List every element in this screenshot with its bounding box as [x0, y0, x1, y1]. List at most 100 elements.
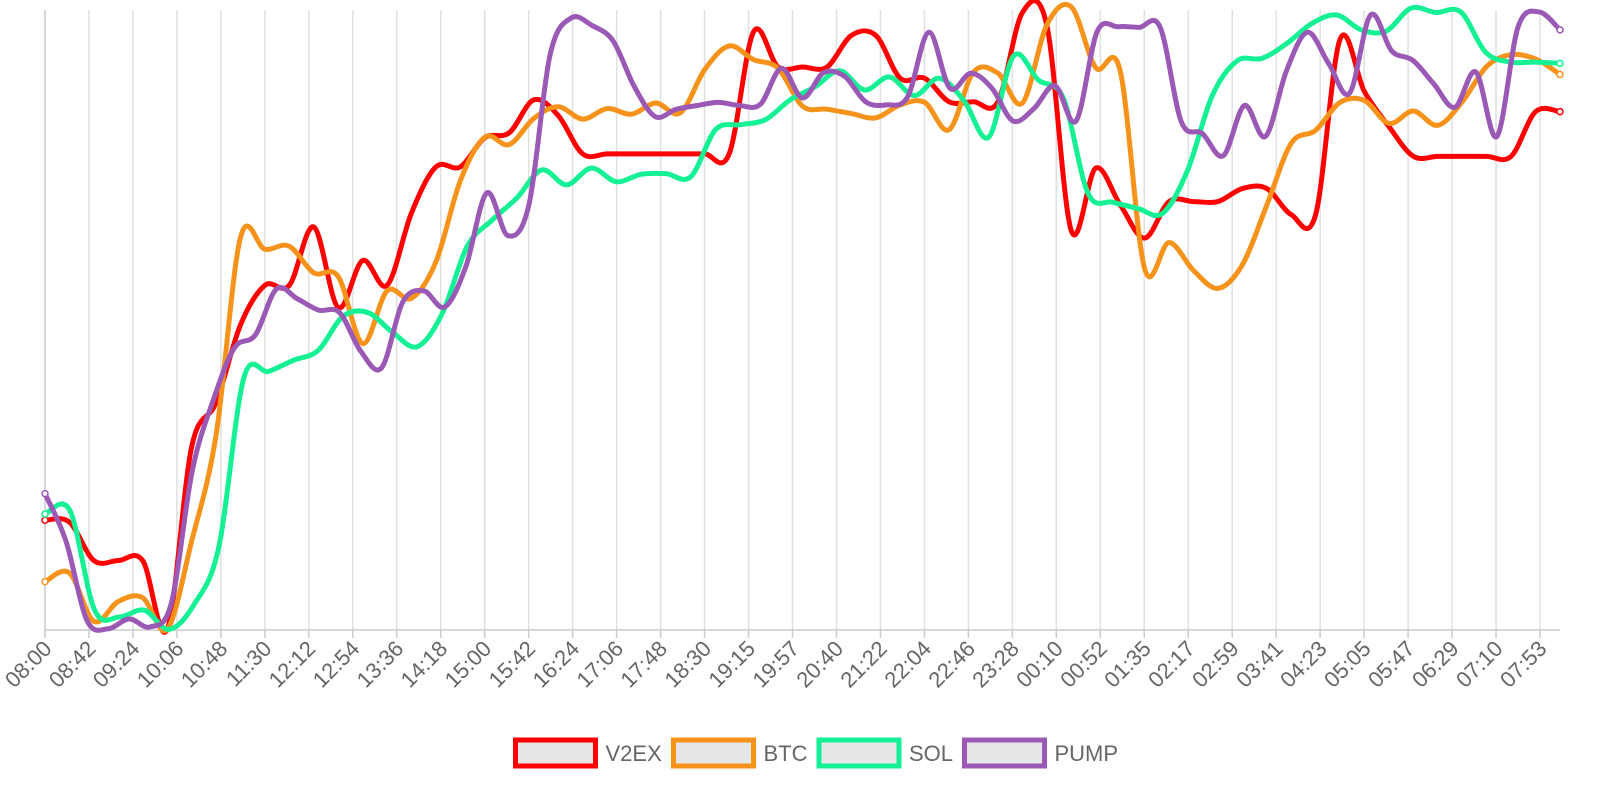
data-point-sol[interactable] [912, 93, 917, 98]
data-point-v2ex[interactable] [1191, 199, 1196, 204]
data-point-v2ex[interactable] [555, 113, 561, 118]
data-point-btc[interactable] [360, 341, 365, 346]
data-point-v2ex[interactable] [1435, 154, 1441, 159]
data-point-v2ex[interactable] [458, 164, 463, 170]
data-point-pump[interactable] [526, 202, 532, 207]
data-point-pump[interactable] [105, 626, 111, 632]
data-point-pump[interactable] [190, 468, 195, 473]
data-point-btc[interactable] [800, 103, 805, 109]
data-point-v2ex[interactable] [409, 210, 414, 215]
data-point-pump[interactable] [169, 601, 174, 606]
data-point-v2ex[interactable] [311, 224, 317, 230]
data-point-v2ex[interactable] [1411, 154, 1416, 159]
data-point-v2ex[interactable] [531, 97, 536, 103]
legend-item-v2ex[interactable]: V2EX [513, 737, 663, 769]
data-point-pump[interactable] [463, 264, 469, 269]
data-point-sol[interactable] [1483, 49, 1488, 55]
data-point-pump[interactable] [63, 539, 69, 544]
data-point-pump[interactable] [1452, 105, 1458, 110]
data-point-btc[interactable] [262, 247, 268, 252]
data-point-btc[interactable] [433, 259, 439, 264]
data-point-btc[interactable] [849, 111, 854, 116]
data-point-btc[interactable] [1435, 123, 1441, 128]
data-point-pump[interactable] [674, 106, 679, 112]
data-point-pump[interactable] [400, 299, 405, 305]
data-point-pump[interactable] [1073, 118, 1079, 124]
data-point-pump[interactable] [589, 23, 595, 28]
data-point-btc[interactable] [1215, 286, 1221, 291]
data-point-btc[interactable] [751, 57, 756, 62]
data-point-btc[interactable] [213, 433, 219, 438]
data-point-v2ex[interactable] [91, 558, 97, 563]
data-point-btc[interactable] [629, 111, 634, 117]
data-point-btc[interactable] [238, 235, 243, 240]
data-point-btc[interactable] [140, 595, 145, 601]
data-point-btc[interactable] [384, 288, 390, 294]
data-point-btc[interactable] [726, 43, 732, 49]
data-point-pump[interactable] [295, 296, 300, 302]
data-point-btc[interactable] [604, 106, 610, 111]
data-point-pump[interactable] [274, 286, 279, 292]
data-point-v2ex[interactable] [849, 33, 854, 38]
data-point-pump[interactable] [1052, 83, 1058, 88]
data-point-v2ex[interactable] [1556, 107, 1564, 116]
data-point-v2ex[interactable] [1020, 10, 1025, 15]
data-point-btc[interactable] [824, 106, 830, 112]
data-point-btc[interactable] [1288, 141, 1294, 146]
data-point-btc[interactable] [995, 70, 1001, 76]
data-point-sol[interactable] [1011, 53, 1016, 59]
data-point-btc[interactable] [409, 296, 414, 301]
data-point-v2ex[interactable] [653, 151, 659, 157]
data-point-sol[interactable] [1284, 41, 1290, 46]
data-point-btc[interactable] [1337, 100, 1343, 105]
data-point-pump[interactable] [1115, 24, 1121, 29]
data-point-v2ex[interactable] [67, 519, 72, 525]
data-point-v2ex[interactable] [1460, 154, 1465, 159]
data-point-btc[interactable] [922, 100, 927, 105]
data-point-pump[interactable] [968, 70, 974, 76]
legend[interactable]: V2EX BTC SOL PUMP [513, 737, 1119, 769]
data-point-pump[interactable] [884, 102, 889, 108]
data-point-btc[interactable] [653, 100, 659, 106]
data-point-pump[interactable] [1200, 131, 1205, 136]
data-point-sol[interactable] [564, 182, 569, 188]
data-point-pump[interactable] [211, 397, 216, 403]
data-point-sol[interactable] [1160, 211, 1165, 216]
data-point-pump[interactable] [358, 348, 363, 354]
data-point-v2ex[interactable] [1288, 212, 1294, 217]
data-point-v2ex[interactable] [1533, 109, 1538, 114]
data-point-v2ex[interactable] [116, 558, 121, 563]
data-point-btc[interactable] [1386, 121, 1392, 126]
data-point-sol[interactable] [961, 98, 967, 103]
data-point-sol[interactable] [1433, 10, 1439, 15]
data-point-pump[interactable] [1031, 106, 1037, 111]
data-point-btc[interactable] [482, 134, 488, 140]
data-point-btc[interactable] [1313, 128, 1318, 133]
data-point-v2ex[interactable] [1215, 199, 1221, 204]
data-point-pump[interactable] [1494, 134, 1500, 139]
data-point-v2ex[interactable] [360, 258, 365, 263]
data-point-btc[interactable] [1264, 203, 1270, 208]
data-point-btc[interactable] [189, 539, 194, 544]
data-point-sol[interactable] [415, 344, 420, 349]
data-point-btc[interactable] [458, 178, 463, 183]
data-point-sol[interactable] [589, 165, 594, 171]
data-point-v2ex[interactable] [873, 33, 879, 38]
data-point-btc[interactable] [531, 116, 536, 121]
data-point-btc[interactable] [41, 577, 49, 586]
data-point-pump[interactable] [1305, 30, 1310, 35]
data-point-pump[interactable] [505, 233, 511, 238]
data-point-btc[interactable] [1191, 268, 1196, 273]
data-point-sol[interactable] [315, 348, 321, 353]
data-point-sol[interactable] [738, 122, 743, 127]
data-point-btc[interactable] [1142, 266, 1147, 271]
data-point-sol[interactable] [1309, 21, 1314, 26]
data-point-pump[interactable] [1347, 90, 1352, 96]
data-point-v2ex[interactable] [1484, 154, 1489, 159]
data-point-pump[interactable] [1431, 81, 1436, 87]
data-point-btc[interactable] [116, 599, 121, 604]
data-point-pump[interactable] [442, 304, 448, 310]
data-point-btc[interactable] [1044, 22, 1050, 28]
data-point-pump[interactable] [41, 489, 49, 498]
data-point-sol[interactable] [539, 167, 544, 173]
